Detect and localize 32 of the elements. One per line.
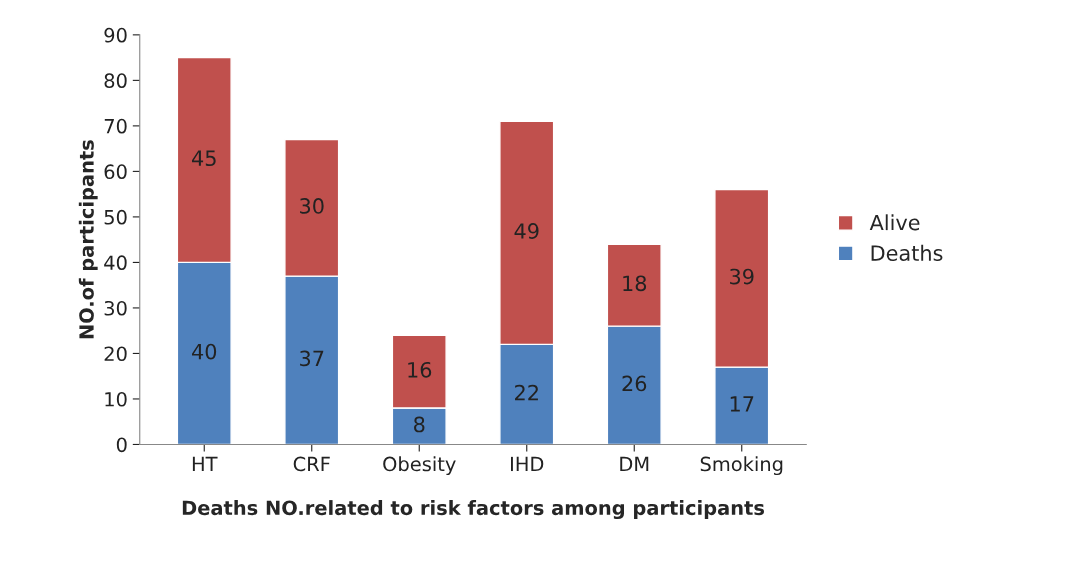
data-label: 37 bbox=[300, 350, 324, 367]
y-axis-title: NO.of participants bbox=[78, 140, 98, 339]
legend-label: Deaths bbox=[871, 244, 943, 261]
y-tick-label: 30 bbox=[104, 300, 127, 316]
y-tick-label: 10 bbox=[105, 391, 127, 407]
x-tick-label: IHD bbox=[510, 456, 544, 472]
data-label: 18 bbox=[623, 275, 647, 292]
x-tick-label: Obesity bbox=[383, 456, 456, 476]
y-tick-label: 60 bbox=[104, 164, 127, 180]
data-label: 30 bbox=[300, 198, 324, 214]
legend-label: Alive bbox=[869, 214, 920, 231]
y-tick-label: 40 bbox=[104, 255, 127, 271]
x-tick-label: HT bbox=[192, 456, 218, 472]
x-tick-label: DM bbox=[620, 456, 649, 472]
data-label: 8 bbox=[414, 416, 425, 433]
y-tick-label: 90 bbox=[104, 27, 127, 43]
x-axis-title: Deaths NO.related to risk factors among participants bbox=[182, 500, 765, 520]
data-label: 45 bbox=[192, 150, 216, 167]
data-label: 26 bbox=[622, 375, 647, 392]
data-label: 40 bbox=[192, 343, 217, 360]
data-label: 16 bbox=[408, 361, 432, 378]
x-tick-label: Smoking bbox=[700, 456, 783, 476]
y-tick-label: 70 bbox=[104, 118, 127, 134]
data-label: 17 bbox=[730, 396, 754, 412]
y-tick-label: 50 bbox=[104, 209, 127, 225]
x-tick-label: CRF bbox=[293, 456, 330, 472]
data-label: 49 bbox=[514, 223, 539, 239]
data-label: 22 bbox=[515, 384, 538, 401]
data-label: 39 bbox=[730, 268, 754, 285]
y-tick-label: 80 bbox=[104, 73, 127, 89]
y-tick-label: 0 bbox=[116, 437, 127, 453]
y-tick-label: 20 bbox=[104, 346, 127, 362]
